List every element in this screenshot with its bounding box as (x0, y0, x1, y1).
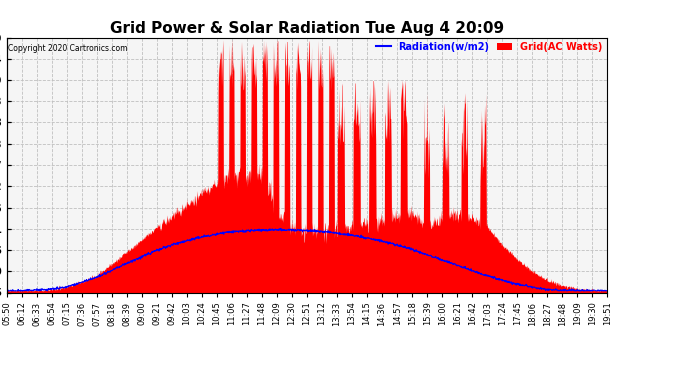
Legend: Radiation(w/m2), Grid(AC Watts): Radiation(w/m2), Grid(AC Watts) (373, 38, 606, 56)
Text: Copyright 2020 Cartronics.com: Copyright 2020 Cartronics.com (8, 44, 128, 53)
Title: Grid Power & Solar Radiation Tue Aug 4 20:09: Grid Power & Solar Radiation Tue Aug 4 2… (110, 21, 504, 36)
